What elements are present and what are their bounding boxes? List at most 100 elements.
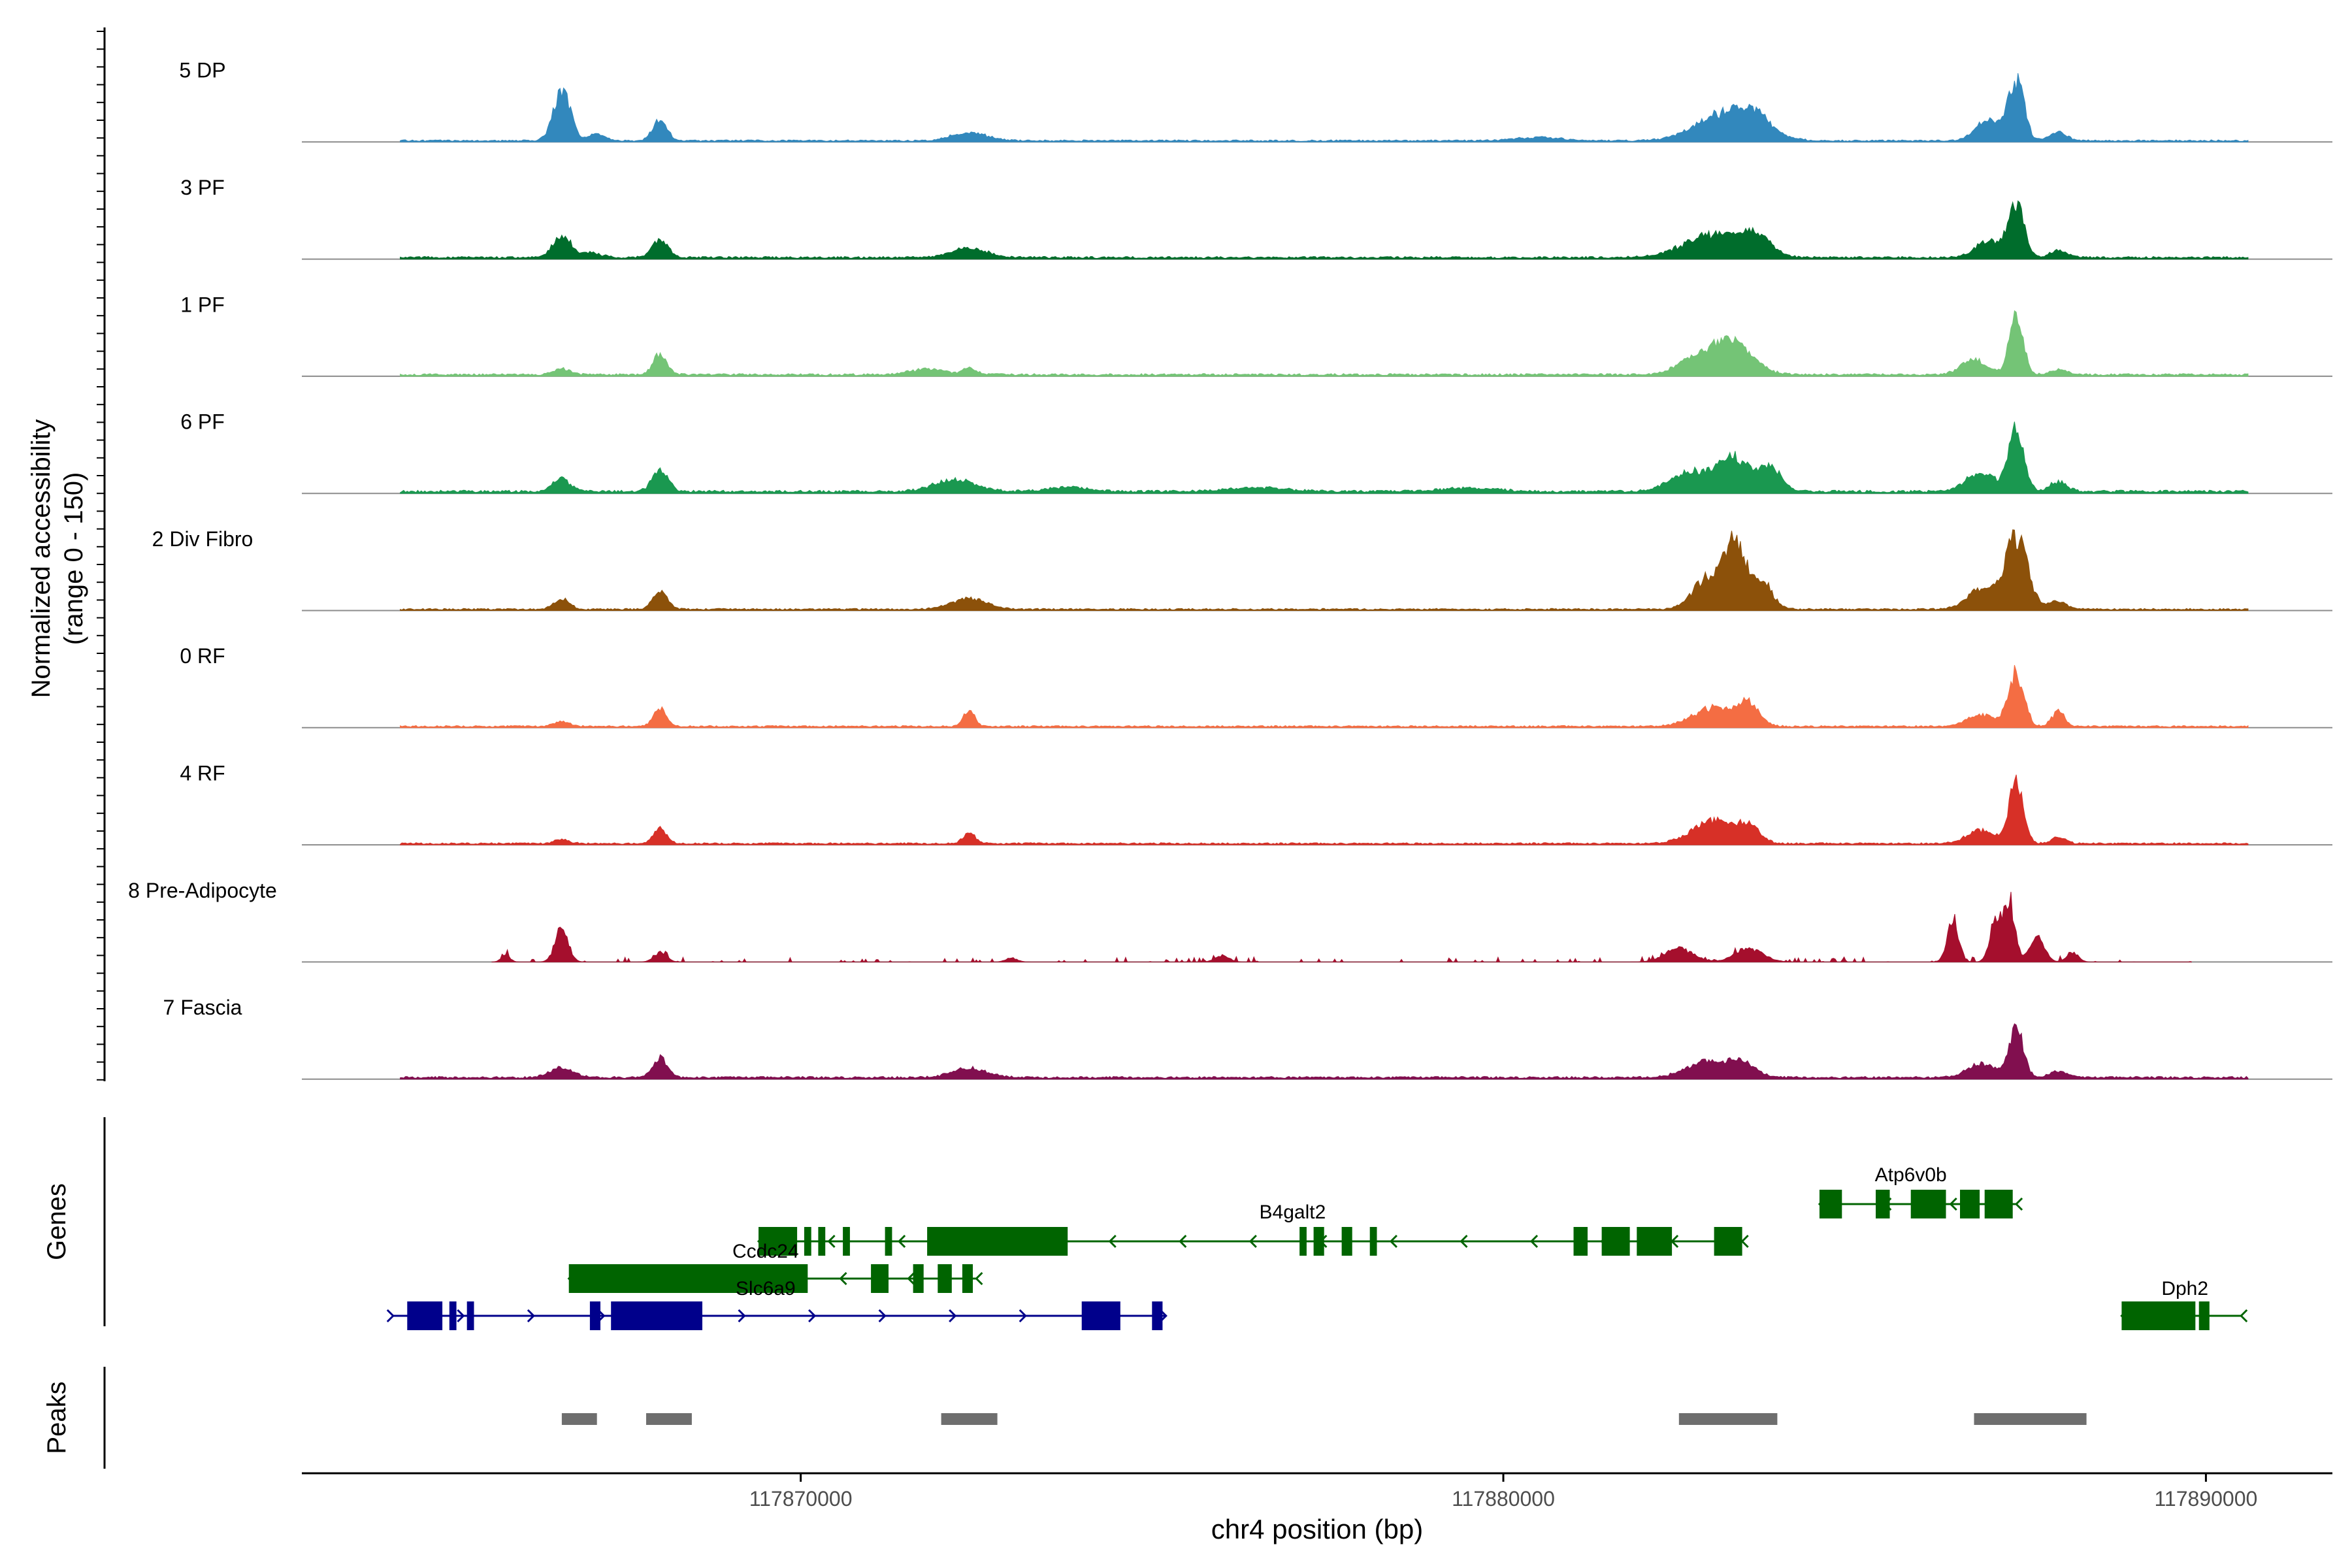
gene-exon [759, 1227, 798, 1256]
strand-arrow [949, 1309, 957, 1323]
coverage-area [400, 73, 2249, 142]
peak-region [1678, 1413, 1778, 1425]
gene-exon [1910, 1190, 1946, 1218]
coverage-area [400, 421, 2249, 494]
strand-arrow [386, 1309, 395, 1323]
track-label: 0 RF [180, 644, 225, 668]
x-axis-label: chr4 position (bp) [1211, 1514, 1424, 1544]
gene-model: Atp6v0b [1818, 1164, 2023, 1218]
strand-arrow [1249, 1234, 1257, 1249]
track-label: 8 Pre-Adipocyte [128, 879, 277, 902]
x-tick-label: 117870000 [749, 1487, 853, 1511]
gene-model: Ccdc24 [567, 1241, 983, 1293]
gene-exon [2198, 1301, 2210, 1330]
track-label: 5 DP [179, 59, 225, 82]
y-axis-label: Normalized accessibility (range 0 - 150) [27, 419, 88, 698]
strand-arrow [808, 1309, 817, 1323]
gene-exon [1573, 1227, 1588, 1256]
peaks-track-label: Peaks [42, 1381, 71, 1454]
gene-model: B4galt2 [757, 1201, 1749, 1256]
coverage-track: 1 PF [180, 293, 2332, 377]
gene-label: Ccdc24 [732, 1241, 799, 1262]
coverage-area [400, 664, 2249, 728]
strand-arrow [1740, 1234, 1749, 1249]
strand-arrow [839, 1271, 847, 1286]
coverage-area [491, 892, 2193, 963]
strand-arrow [1529, 1234, 1539, 1249]
gene-exon [913, 1264, 924, 1293]
strand-arrow [457, 1309, 465, 1323]
gene-exon [1152, 1301, 1163, 1330]
coverage-track: 8 Pre-Adipocyte [128, 879, 2332, 963]
gene-exon [1299, 1227, 1307, 1256]
gene-exon [1714, 1227, 1742, 1256]
gene-exon [962, 1264, 973, 1293]
gene-label: Atp6v0b [1875, 1164, 1947, 1186]
track-label: 7 Fascia [163, 996, 242, 1019]
peak-region [1974, 1413, 2087, 1425]
gene-label: B4galt2 [1260, 1201, 1326, 1223]
gene-exon [589, 1301, 600, 1330]
strand-arrow [527, 1309, 536, 1323]
gene-model: Dph2 [2120, 1278, 2248, 1330]
gene-exon [871, 1264, 889, 1293]
strand-arrow [975, 1271, 983, 1286]
coverage-area [400, 200, 2249, 260]
gene-exon [407, 1301, 443, 1330]
gene-exon [1637, 1227, 1673, 1256]
coverage-track: 6 PF [180, 410, 2332, 495]
strand-arrow [2014, 1197, 2023, 1211]
coverage-area [400, 1023, 2249, 1080]
gene-exon [885, 1227, 892, 1256]
gene-exon [1341, 1227, 1352, 1256]
strand-arrow [827, 1234, 836, 1249]
x-tick-label: 117880000 [1452, 1487, 1555, 1511]
strand-arrow [907, 1271, 915, 1286]
track-label: 1 PF [180, 293, 225, 316]
x-tick-label: 117890000 [2155, 1487, 2258, 1511]
strand-arrow [1179, 1234, 1187, 1249]
coverage-track: 5 DP [179, 59, 2332, 143]
gene-exon [818, 1227, 826, 1256]
gene-exon [1081, 1301, 1120, 1330]
gene-track: Atp6v0b B4galt2 Ccdc24 Slc6a9 Dph2 [386, 1164, 2248, 1330]
gene-label: Dph2 [2161, 1278, 2208, 1299]
coverage-area [400, 310, 2249, 377]
coverage-track: 3 PF [180, 176, 2332, 260]
x-axis-ticks: 117870000 117880000 117890000 [749, 1473, 2258, 1511]
gene-exon [927, 1227, 1068, 1256]
gene-exon [611, 1301, 702, 1330]
gene-exon [1819, 1190, 1842, 1218]
gene-exon [1984, 1190, 2013, 1218]
gene-exon [938, 1264, 952, 1293]
track-label: 3 PF [180, 176, 225, 199]
coverage-track: 7 Fascia [163, 996, 2332, 1080]
peaks-track [561, 1413, 2087, 1425]
strand-arrow [897, 1234, 906, 1249]
gene-exon [1960, 1190, 1980, 1218]
coverage-track: 4 RF [180, 762, 2332, 846]
genes-track-label: Genes [42, 1183, 71, 1260]
gene-exon [804, 1227, 811, 1256]
coverage-tracks: 5 DP 3 PF 1 PF 6 PF 2 Div Fibro 0 RF 4 RF 8 Pre… [128, 59, 2332, 1080]
gene-exon [2121, 1301, 2196, 1330]
coverage-y-axis-ticks [97, 31, 105, 1081]
coverage-track: 0 RF [180, 644, 2332, 728]
strand-arrow [1460, 1234, 1468, 1249]
strand-arrow [1389, 1234, 1397, 1249]
y-axis-label-range: (range 0 - 150) [59, 472, 88, 645]
strand-arrow [1949, 1197, 1957, 1211]
gene-model: Slc6a9 [386, 1278, 1168, 1330]
gene-exon [843, 1227, 850, 1256]
peak-region [646, 1413, 692, 1425]
gene-label: Slc6a9 [736, 1278, 796, 1299]
gene-exon [1876, 1190, 1890, 1218]
peak-region [561, 1413, 597, 1425]
gene-exon [1313, 1227, 1324, 1256]
strand-arrow [878, 1309, 887, 1323]
gene-exon [1601, 1227, 1630, 1256]
track-label: 4 RF [180, 762, 225, 785]
gene-exon [466, 1301, 474, 1330]
